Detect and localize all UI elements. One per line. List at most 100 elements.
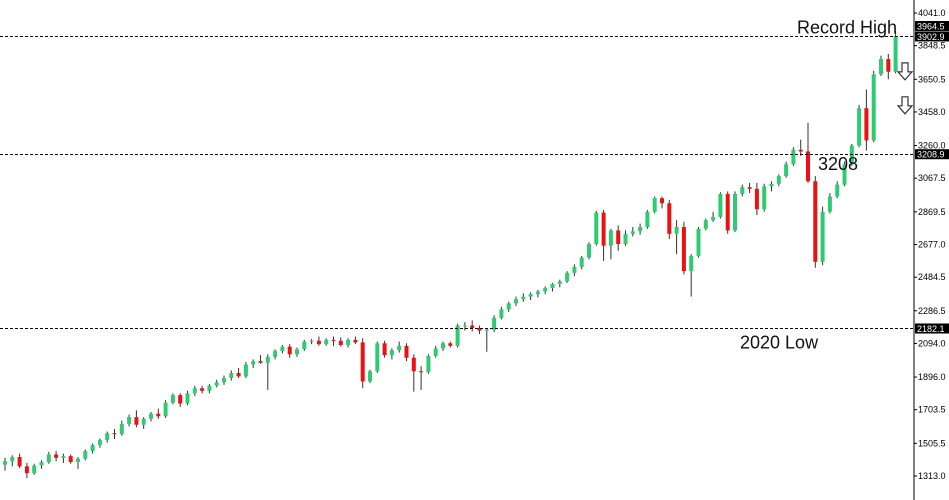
annotations-group: Record High 3208 2020 Low <box>740 17 897 352</box>
axis-tick-label: 1896.0 <box>918 372 946 382</box>
candle-up <box>543 288 547 291</box>
candle-up <box>733 194 737 230</box>
candle-up <box>368 371 372 381</box>
candle-up <box>91 445 95 451</box>
candle-down <box>419 371 423 372</box>
candle-down <box>660 198 664 203</box>
candle-down <box>69 456 73 462</box>
candle-up <box>10 457 14 461</box>
candle-down <box>748 187 752 189</box>
candle-down <box>134 417 138 425</box>
candle-up <box>310 341 314 342</box>
axis-tick-label: 1313.0 <box>918 471 946 481</box>
candle-up <box>609 230 613 245</box>
axis-tick-label: 2094.0 <box>918 338 946 348</box>
candle-down <box>682 227 686 271</box>
candle-up <box>251 361 255 364</box>
axis-tick-label: 2677.0 <box>918 240 946 250</box>
candle-up <box>697 229 701 256</box>
candle-down <box>332 340 336 341</box>
candle-down <box>755 189 759 209</box>
candle-up <box>521 297 525 300</box>
down-arrow-icon <box>898 63 912 80</box>
axis-tick-label: 3067.5 <box>918 173 946 183</box>
axis-tick-label: 3848.5 <box>918 41 946 51</box>
candle-down <box>156 414 160 417</box>
candle-up <box>777 176 781 184</box>
candle-up <box>857 108 861 145</box>
annotation-label: 2020 Low <box>740 332 819 352</box>
axis-tick-label: 2286.5 <box>918 306 946 316</box>
candle-up <box>638 227 642 231</box>
candle-down <box>288 347 292 355</box>
candle-up <box>244 364 248 376</box>
candle-up <box>215 382 219 385</box>
candle-up <box>828 196 832 211</box>
candle-up <box>346 340 350 345</box>
candle-down <box>726 194 730 230</box>
candle-up <box>872 74 876 140</box>
candle-up <box>536 292 540 295</box>
candle-down <box>113 433 117 434</box>
candle-up <box>529 294 533 297</box>
candle-down <box>405 346 409 358</box>
annotation-label: Record High <box>797 17 897 37</box>
candle-down <box>448 343 452 346</box>
candle-down <box>237 373 241 376</box>
candle-down <box>799 150 803 152</box>
down-arrow-icon <box>898 97 912 114</box>
candle-up <box>397 346 401 350</box>
candle-down <box>353 340 357 343</box>
price-axis: 4041.0 3848.5 3650.5 3458.0 3260.0 3067.5 2869… <box>914 0 949 500</box>
candle-up <box>770 184 774 187</box>
candle-up <box>441 343 445 348</box>
candle-up <box>142 419 146 425</box>
candle-up <box>631 231 635 234</box>
candle-down <box>667 203 671 234</box>
candle-up <box>171 395 175 403</box>
axis-tick-label: 3650.5 <box>918 74 946 84</box>
candle-up <box>821 212 825 262</box>
candle-up <box>47 454 51 462</box>
candle-up <box>551 284 555 288</box>
candle-up <box>558 281 562 284</box>
candle-down <box>864 108 868 140</box>
candle-up <box>499 309 503 317</box>
candle-down <box>178 395 182 403</box>
candle-up <box>711 217 715 220</box>
candle-down <box>383 343 387 355</box>
candle-down <box>317 341 321 344</box>
candle-up <box>835 185 839 197</box>
candle-up <box>83 451 87 459</box>
candle-down <box>259 361 263 363</box>
candle-down <box>18 457 22 466</box>
candle-up <box>375 343 379 371</box>
price-level-label: 3964.5 <box>917 21 945 31</box>
candle-up <box>229 373 233 378</box>
candle-up <box>894 36 898 72</box>
candle-up <box>280 347 284 351</box>
candle-up <box>98 440 102 445</box>
candle-up <box>390 350 394 355</box>
axis-tick-label: 4041.0 <box>918 8 946 18</box>
candle-up <box>164 403 168 417</box>
axis-tick-label: 3458.0 <box>918 107 946 117</box>
candle-up <box>784 164 788 176</box>
axis-tick-label: 2869.5 <box>918 207 946 217</box>
candle-up <box>222 378 226 382</box>
candle-up <box>295 349 299 354</box>
price-level-label: 3902.9 <box>917 32 945 42</box>
candle-down <box>200 388 204 391</box>
candle-up <box>3 461 7 464</box>
candle-down <box>25 466 29 473</box>
candle-up <box>587 244 591 258</box>
candle-down <box>602 213 606 246</box>
candle-up <box>485 330 489 331</box>
candle-up <box>324 340 328 344</box>
candle-up <box>689 256 693 271</box>
candle-up <box>120 424 124 434</box>
candle-up <box>762 186 766 209</box>
candle-up <box>127 417 131 424</box>
arrows-group <box>898 63 912 114</box>
